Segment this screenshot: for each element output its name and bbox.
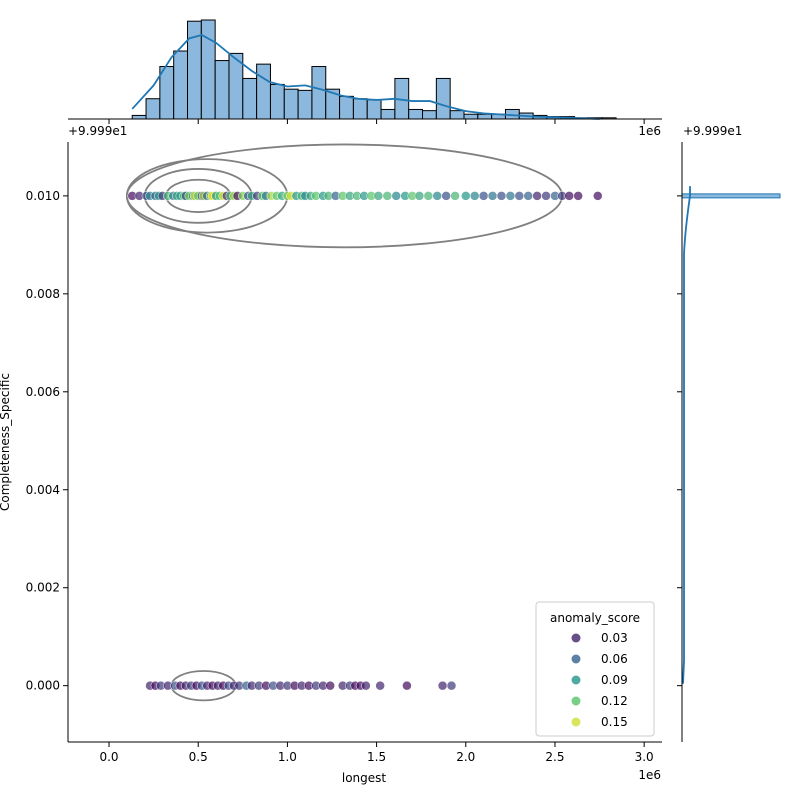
scatter-point (450, 191, 460, 201)
marginal-y-histogram (681, 186, 781, 684)
x-axis-label: longest (342, 771, 387, 785)
legend-marker (571, 633, 581, 643)
histogram-bar (242, 77, 258, 120)
legend-marker (571, 696, 581, 706)
histogram-bar (283, 88, 299, 120)
scatter-point (446, 680, 457, 691)
scatter-point (437, 680, 448, 691)
x-tick-label: 1.0 (278, 750, 297, 764)
histogram-bar (366, 99, 382, 120)
scatter-point (593, 191, 603, 201)
histogram-bar (463, 113, 479, 120)
histogram-bar (256, 63, 271, 120)
histogram-bar (173, 50, 189, 120)
legend-label: 0.03 (601, 631, 628, 645)
scatter-point (469, 191, 480, 201)
legend-label: 0.15 (601, 715, 628, 729)
scatter-point (432, 191, 442, 201)
kde-contours (125, 143, 564, 702)
legend: anomaly_score 0.03 0.06 0.09 0.12 0.15 (535, 601, 655, 737)
x-tick-label: 0.5 (189, 750, 208, 764)
x-tick-label: 3.0 (635, 750, 654, 764)
scatter-point (532, 191, 542, 201)
scatter-point (325, 680, 335, 691)
marginal-y-kde-line (682, 186, 691, 684)
histogram-bar (352, 98, 368, 120)
scatter-point (414, 191, 425, 201)
scatter-point (573, 191, 583, 201)
y-tick-label: 0.006 (26, 385, 60, 399)
scatter-point (423, 191, 434, 201)
scatter-point (487, 191, 498, 201)
scatter-point (373, 191, 384, 201)
scatter-point (391, 191, 401, 201)
x-tick-label: 1.5 (367, 750, 386, 764)
y-axis-label: Completeness_Specific (0, 373, 12, 511)
histogram-bar (477, 113, 493, 120)
right-offset-label: +9.999e1 (683, 124, 742, 138)
legend-marker (571, 675, 581, 685)
marginal-x-kde-line (131, 34, 600, 120)
histogram-bar (214, 60, 230, 120)
y-tick-label: 0.002 (26, 581, 60, 595)
histogram-bar (269, 83, 285, 120)
histogram-bar (435, 77, 451, 120)
histogram-bar (408, 108, 424, 120)
scatter-point (505, 191, 516, 201)
scatter-point (382, 191, 393, 201)
scatter-point (402, 680, 412, 691)
scatter-point (564, 191, 574, 201)
y-tick-label: 0.004 (26, 483, 60, 497)
scatter-point (461, 191, 471, 201)
scatter-point (496, 191, 507, 201)
legend-marker (571, 654, 581, 664)
histogram-bar (380, 108, 396, 120)
x-multiplier-label: 1e6 (638, 768, 661, 782)
histogram-bar (131, 114, 147, 120)
histogram-bar (422, 110, 437, 120)
top-multiplier-label: 1e6 (638, 124, 661, 138)
x-ticks: 0.0 0.5 1.0 1.5 2.0 2.5 3.0 (99, 119, 654, 764)
legend-label: 0.06 (601, 652, 628, 666)
legend-title: anomaly_score (550, 611, 640, 625)
scatter-point (441, 191, 451, 201)
histogram-bar (200, 19, 216, 120)
legend-label: 0.12 (601, 694, 628, 708)
histogram-bar (449, 110, 465, 120)
histogram-bar (681, 193, 781, 199)
histogram-bar (339, 95, 354, 120)
histogram-bar (145, 98, 161, 120)
histogram-bar (297, 89, 313, 120)
y-ticks: 0.000 0.002 0.004 0.006 0.008 0.010 (26, 189, 68, 693)
y-tick-label: 0.000 (26, 679, 60, 693)
x-tick-label: 0.0 (99, 750, 118, 764)
scatter-point (514, 191, 525, 201)
legend-label: 0.09 (601, 673, 628, 687)
histogram-bar (311, 66, 327, 120)
marginal-x-histogram (131, 19, 617, 120)
y-tick-label: 0.010 (26, 189, 60, 203)
x-tick-label: 2.0 (456, 750, 475, 764)
histogram-bar (159, 66, 175, 120)
scatter-point (361, 680, 371, 691)
right-margin-ticks (677, 195, 682, 687)
scatter-point (478, 191, 489, 201)
y-tick-label: 0.008 (26, 287, 60, 301)
scatter-point (541, 191, 551, 201)
top-offset-label: +9.999e1 (68, 124, 127, 138)
scatter-points (127, 191, 603, 691)
scatter-point (523, 191, 533, 201)
x-tick-label: 2.5 (545, 750, 564, 764)
legend-box (535, 601, 655, 737)
legend-marker (571, 717, 581, 727)
scatter-point (375, 680, 385, 691)
